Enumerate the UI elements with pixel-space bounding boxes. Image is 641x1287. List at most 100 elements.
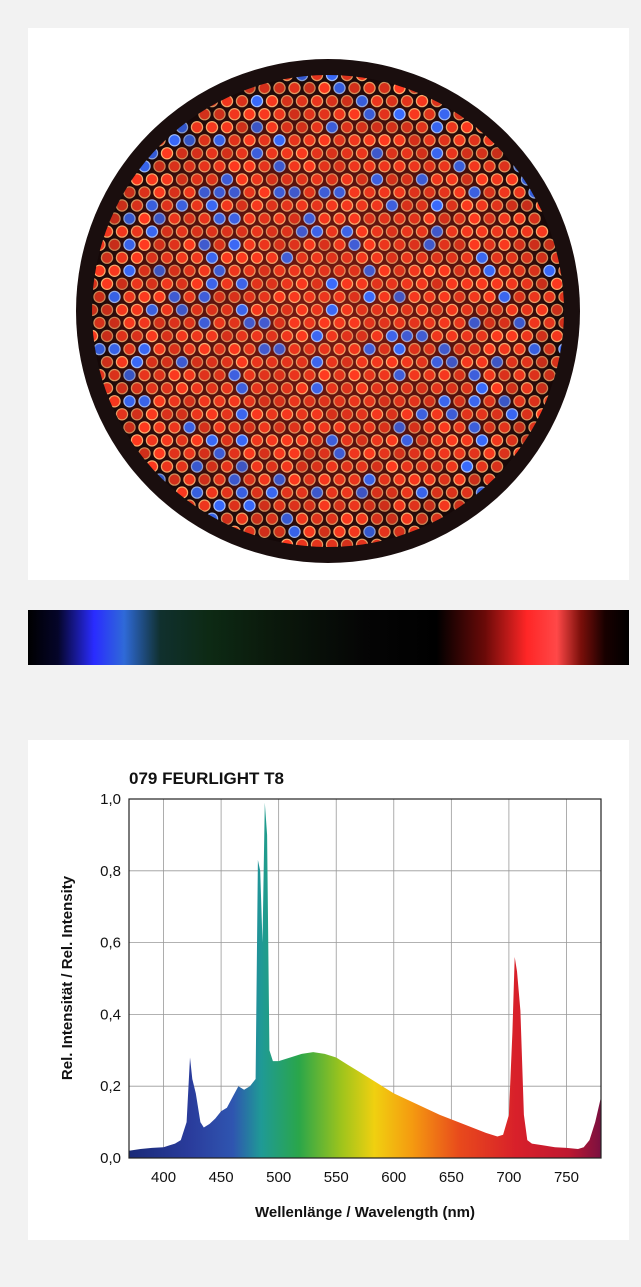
- red-led: [295, 120, 309, 134]
- y-tick-labels: 0,0 0,2 0,4 0,6 0,8 1,0: [100, 791, 121, 1167]
- red-led: [445, 434, 459, 447]
- red-led: [483, 447, 496, 460]
- red-led: [453, 212, 466, 225]
- red-led: [408, 264, 421, 277]
- red-led: [520, 251, 534, 264]
- red-led: [558, 316, 564, 330]
- blue-led: [250, 147, 264, 160]
- red-led: [460, 225, 474, 238]
- red-led: [235, 251, 249, 264]
- red-led: [160, 225, 174, 238]
- red-led: [318, 499, 331, 512]
- blue-led: [123, 238, 136, 251]
- red-led: [370, 277, 384, 290]
- red-led: [453, 395, 466, 408]
- red-led: [198, 134, 211, 147]
- blue-led: [363, 473, 376, 486]
- red-led: [190, 225, 204, 238]
- blue-led: [430, 225, 444, 238]
- red-led: [393, 473, 406, 486]
- lamp-photo-panel: [28, 28, 629, 580]
- red-led: [513, 395, 526, 408]
- blue-led: [273, 473, 286, 486]
- blue-led: [273, 134, 286, 147]
- blue-led: [168, 290, 181, 304]
- red-led: [153, 447, 166, 460]
- red-led: [333, 264, 346, 277]
- red-led: [183, 290, 196, 304]
- red-led: [475, 408, 489, 421]
- red-led: [468, 238, 481, 251]
- red-led: [243, 421, 256, 434]
- red-led: [415, 382, 429, 395]
- red-led: [250, 329, 264, 343]
- red-led: [340, 251, 354, 264]
- red-led: [198, 212, 211, 225]
- blue-led: [385, 329, 399, 343]
- blue-led: [205, 277, 219, 290]
- red-led: [378, 447, 391, 460]
- red-led: [235, 147, 249, 160]
- blue-led: [183, 134, 196, 147]
- red-led: [183, 264, 196, 277]
- red-led: [153, 290, 166, 304]
- x-tick-label: 750: [554, 1169, 579, 1186]
- red-led: [460, 147, 474, 160]
- red-led: [490, 173, 504, 186]
- blue-led: [325, 434, 339, 447]
- red-led: [183, 447, 196, 460]
- blue-led: [190, 460, 204, 473]
- blue-led: [303, 212, 316, 225]
- red-led: [535, 382, 549, 395]
- blue-led: [543, 264, 556, 277]
- red-led: [520, 199, 534, 212]
- blue-led: [498, 290, 511, 304]
- red-led: [153, 395, 166, 408]
- red-led: [378, 134, 391, 147]
- red-led: [265, 199, 279, 212]
- red-led: [445, 460, 459, 473]
- red-led: [490, 303, 504, 317]
- red-led: [340, 408, 354, 421]
- red-led: [505, 329, 519, 343]
- red-led: [310, 120, 324, 134]
- blue-led: [430, 147, 444, 160]
- red-led: [468, 134, 481, 147]
- red-led: [220, 382, 234, 395]
- red-led: [303, 107, 316, 121]
- red-led: [258, 499, 271, 512]
- blue-led: [430, 355, 444, 369]
- red-led: [378, 186, 391, 199]
- red-led: [228, 107, 241, 121]
- x-axis-label: Wellenlänge / Wavelength (nm): [255, 1204, 475, 1221]
- red-led: [355, 408, 369, 421]
- red-led: [348, 525, 361, 538]
- red-led: [115, 277, 129, 290]
- red-led: [333, 368, 346, 382]
- red-led: [220, 225, 234, 238]
- red-led: [423, 316, 436, 330]
- x-tick-label: 700: [496, 1169, 521, 1186]
- red-led: [280, 94, 294, 108]
- red-led: [250, 382, 264, 395]
- red-led: [258, 160, 271, 173]
- red-led: [445, 251, 459, 264]
- red-led: [280, 355, 294, 369]
- red-led: [325, 94, 339, 108]
- red-led: [108, 368, 121, 382]
- red-led: [303, 368, 316, 382]
- blue-led: [415, 173, 429, 186]
- red-led: [430, 408, 444, 421]
- red-led: [483, 238, 496, 251]
- red-led: [160, 173, 174, 186]
- red-led: [198, 421, 211, 434]
- red-led: [258, 447, 271, 460]
- red-led: [303, 134, 316, 147]
- red-led: [378, 212, 391, 225]
- red-led: [205, 329, 219, 343]
- red-led: [513, 368, 526, 382]
- red-led: [340, 512, 354, 525]
- red-led: [415, 94, 429, 108]
- red-led: [520, 355, 534, 369]
- red-led: [145, 173, 159, 186]
